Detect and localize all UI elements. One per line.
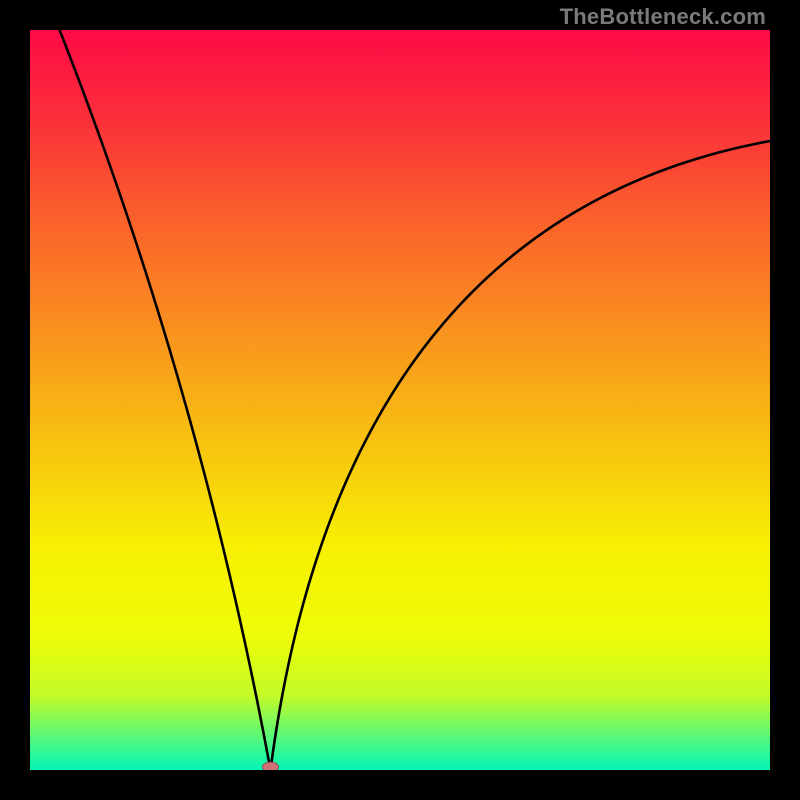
chart-frame: TheBottleneck.com: [0, 0, 800, 800]
minimum-marker: [263, 762, 279, 770]
plot-area: [30, 30, 770, 770]
watermark-text: TheBottleneck.com: [560, 4, 766, 30]
chart-svg: [30, 30, 770, 770]
gradient-background: [30, 30, 770, 770]
